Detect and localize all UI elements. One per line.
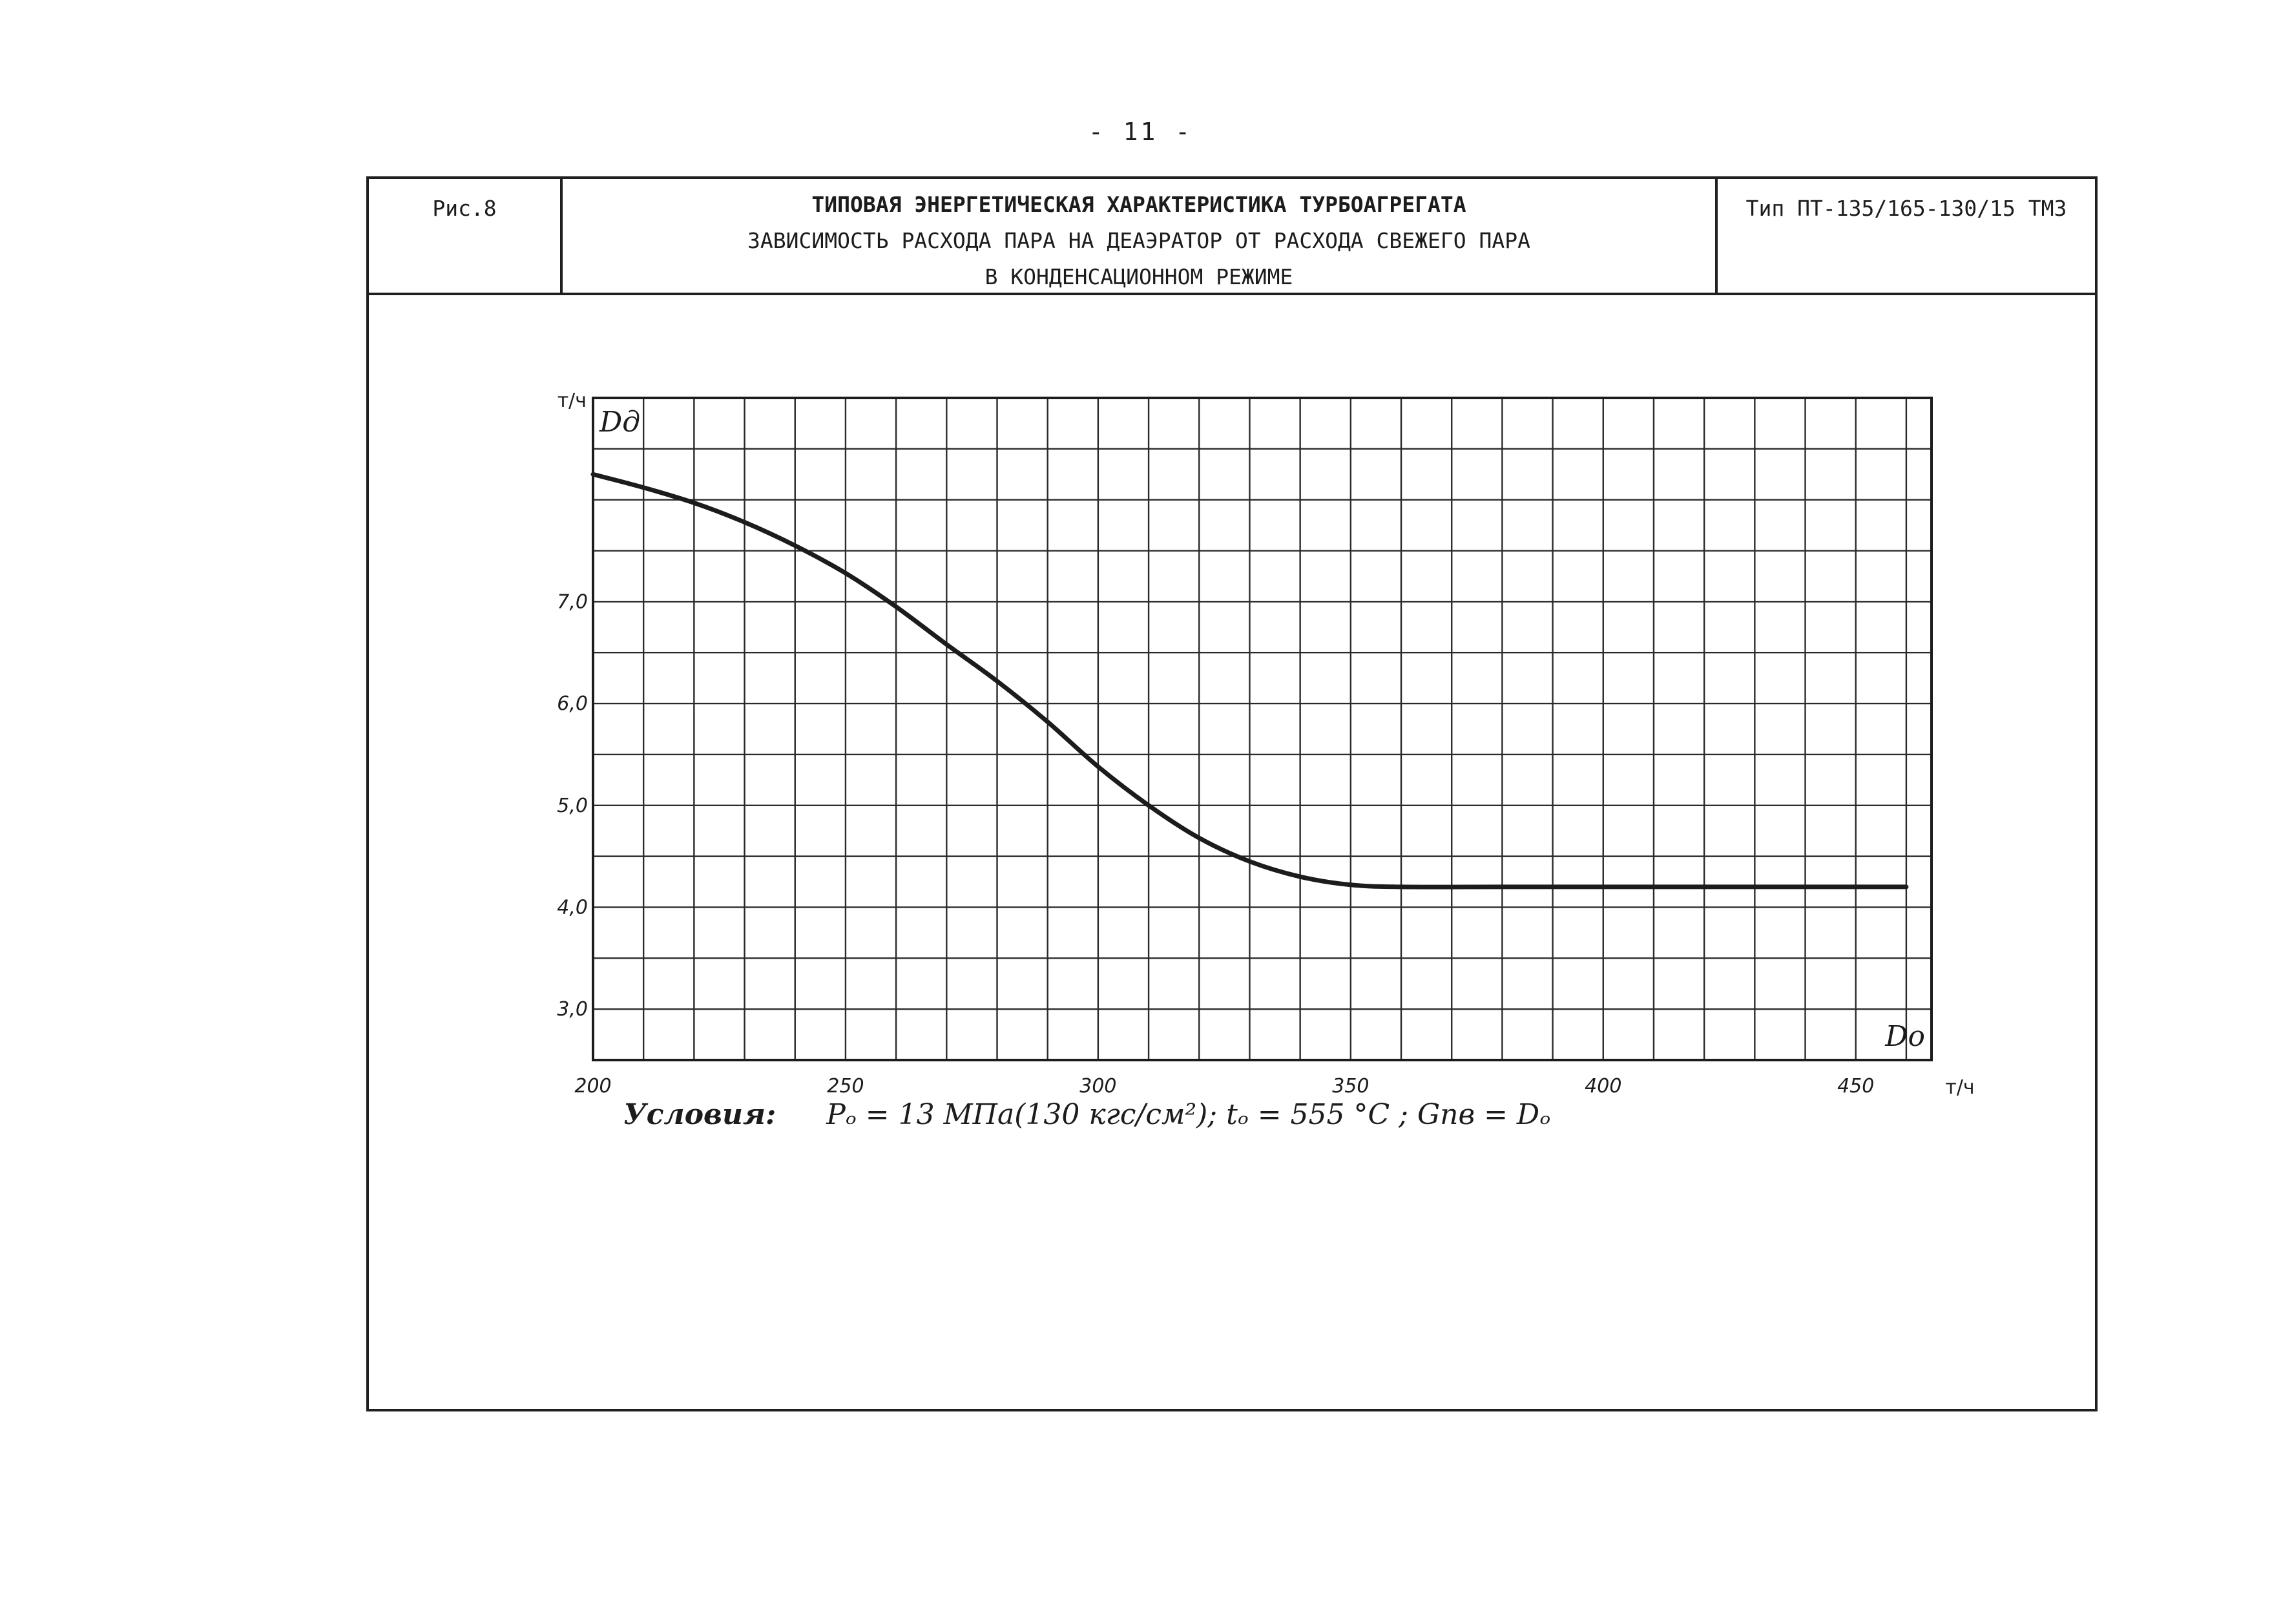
y-tick-label: 5,0 xyxy=(557,795,588,817)
series-line xyxy=(590,472,1909,890)
chart-ticks: 200 250 300 350 400 450 3,0 4,0 5,0 6,0 7,0 xyxy=(557,590,1874,1098)
title-cell: ТИПОВАЯ ЭНЕРГЕТИЧЕСКАЯ ХАРАКТЕРИСТИКА ТУ… xyxy=(563,179,1718,293)
page-number: - 11 - xyxy=(1088,118,1193,146)
x-tick-label: 400 xyxy=(1585,1075,1621,1098)
title-line-1: ТИПОВАЯ ЭНЕРГЕТИЧЕСКАЯ ХАРАКТЕРИСТИКА ТУ… xyxy=(811,192,1466,217)
title-block: Рис.8 ТИПОВАЯ ЭНЕРГЕТИЧЕСКАЯ ХАРАКТЕРИСТ… xyxy=(369,179,2095,295)
x-tick-label: 300 xyxy=(1079,1075,1116,1098)
title-line-3: В КОНДЕНСАЦИОННОМ РЕЖИМЕ xyxy=(984,264,1293,289)
turbine-type: Тип ПТ-135/165-130/15 ТМЗ xyxy=(1745,196,2067,221)
x-axis-label: Dо xyxy=(1884,1020,1925,1053)
drawing-frame: Рис.8 ТИПОВАЯ ЭНЕРГЕТИЧЕСКАЯ ХАРАКТЕРИСТ… xyxy=(366,176,2098,1411)
y-tick-label: 6,0 xyxy=(557,692,588,715)
y-tick-label: 3,0 xyxy=(557,998,588,1021)
x-tick-label: 450 xyxy=(1837,1075,1874,1098)
y-tick-label: 4,0 xyxy=(557,896,588,919)
x-tick-label: 350 xyxy=(1332,1075,1369,1098)
figure-label: Рис.8 xyxy=(369,179,563,293)
chart-grid xyxy=(593,398,1932,1060)
y-unit-label: т/ч xyxy=(557,390,587,412)
x-tick-label: 200 xyxy=(574,1075,611,1098)
x-unit-label: т/ч xyxy=(1945,1076,1974,1099)
y-axis-label: Dд xyxy=(599,406,640,439)
title-line-2: ЗАВИСИМОСТЬ РАСХОДА ПАРА НА ДЕАЭРАТОР ОТ… xyxy=(747,228,1530,253)
conditions-label: Условия: xyxy=(623,1098,776,1131)
y-tick-label: 7,0 xyxy=(557,590,588,613)
conditions-text: Pₒ = 13 МПа(130 кгс/см²); tₒ = 555 °C ; … xyxy=(826,1098,1551,1131)
plot-border xyxy=(592,397,1933,1061)
x-tick-label: 250 xyxy=(827,1075,864,1098)
conditions: Условия: Pₒ = 13 МПа(130 кгс/см²); tₒ = … xyxy=(623,1098,1550,1131)
